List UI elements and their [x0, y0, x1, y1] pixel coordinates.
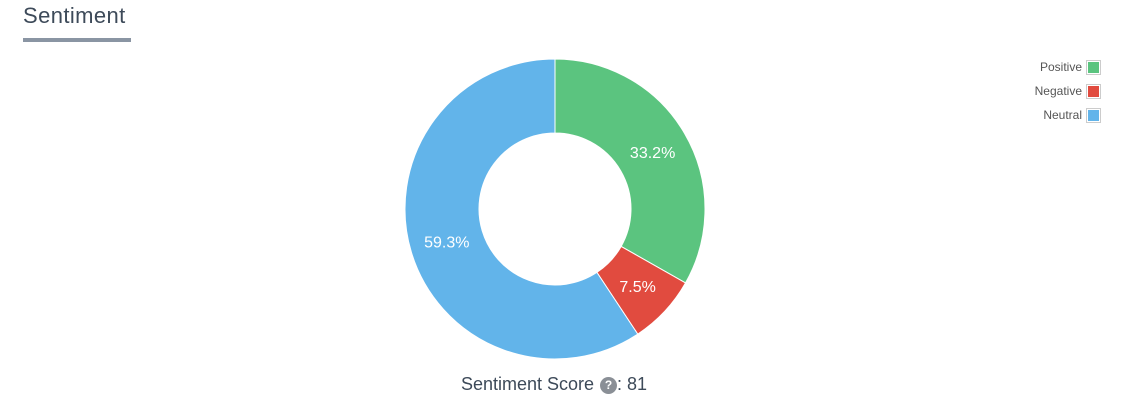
sentiment-score-label: Sentiment Score [460, 374, 595, 394]
legend-label: Positive [1039, 60, 1082, 74]
chart-legend: Positive Negative Neutral [1035, 55, 1101, 127]
question-circle-icon[interactable]: ? [600, 377, 618, 394]
legend-item-neutral[interactable]: Neutral [1035, 103, 1101, 127]
slice-neutral[interactable] [404, 58, 639, 360]
slice-positive[interactable] [554, 58, 706, 284]
legend-swatch [1086, 83, 1101, 99]
section-header: Sentiment [23, 2, 131, 42]
legend-label: Neutral [1043, 108, 1082, 122]
data-label-positive: 33.2% [630, 145, 675, 162]
legend-item-negative[interactable]: Negative [1035, 79, 1101, 103]
legend-item-positive[interactable]: Positive [1035, 55, 1101, 79]
title-underline [23, 38, 131, 42]
sentiment-score-value: : 81 [617, 374, 648, 394]
legend-swatch [1086, 59, 1101, 75]
data-label-neutral: 59.3% [424, 235, 469, 252]
section-title: Sentiment [23, 3, 126, 28]
data-label-negative: 7.5% [619, 279, 655, 296]
sentiment-score: Sentiment Score?: 81 [0, 374, 1108, 395]
legend-label: Negative [1034, 84, 1082, 98]
legend-swatch [1086, 107, 1101, 123]
